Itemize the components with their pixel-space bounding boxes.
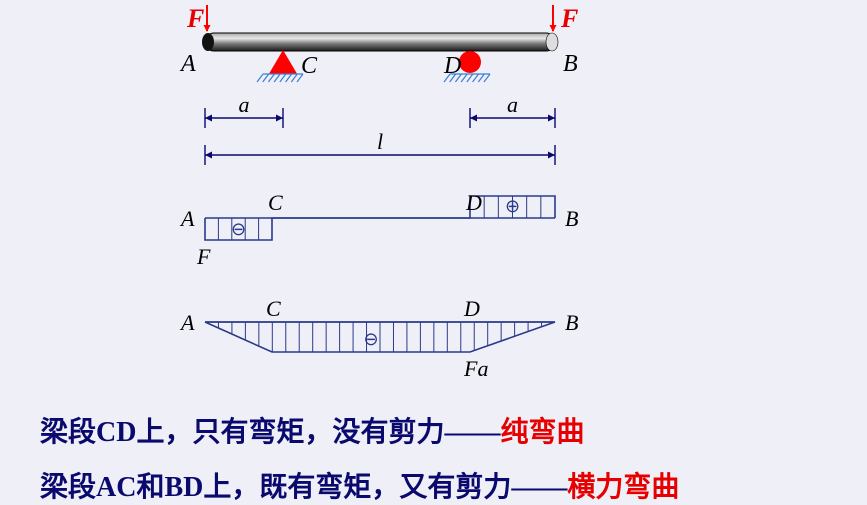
svg-text:D: D <box>463 296 480 321</box>
svg-text:C: C <box>301 53 318 79</box>
svg-text:D: D <box>465 190 482 215</box>
caption2-blue: 梁段AC和BD上，既有弯矩，又有剪力—— <box>40 472 567 503</box>
svg-text:⊕: ⊕ <box>505 196 520 216</box>
svg-text:A: A <box>179 206 195 231</box>
caption-line-1: 梁段CD上，只有弯矩，没有剪力——纯弯曲 <box>40 410 584 450</box>
svg-text:⊖: ⊖ <box>231 219 246 239</box>
svg-text:C: C <box>268 190 283 215</box>
svg-text:l: l <box>377 129 383 154</box>
svg-text:D: D <box>443 53 461 79</box>
svg-text:a: a <box>507 92 518 117</box>
svg-text:A: A <box>179 51 196 77</box>
caption2-red: 横力弯曲 <box>567 472 679 503</box>
caption1-blue: 梁段CD上，只有弯矩，没有剪力—— <box>40 417 500 448</box>
svg-text:B: B <box>565 206 578 231</box>
svg-text:B: B <box>563 51 578 77</box>
svg-text:B: B <box>565 310 578 335</box>
svg-text:C: C <box>266 296 281 321</box>
svg-text:F: F <box>196 244 211 269</box>
svg-text:F: F <box>560 4 578 33</box>
caption-line-2: 梁段AC和BD上，既有弯矩，又有剪力——横力弯曲 <box>40 465 679 505</box>
svg-text:⊖: ⊖ <box>363 329 378 349</box>
svg-text:Fa: Fa <box>463 356 488 381</box>
svg-text:a: a <box>239 92 250 117</box>
svg-text:A: A <box>179 310 195 335</box>
caption1-red: 纯弯曲 <box>500 417 584 448</box>
svg-text:F: F <box>186 4 204 33</box>
